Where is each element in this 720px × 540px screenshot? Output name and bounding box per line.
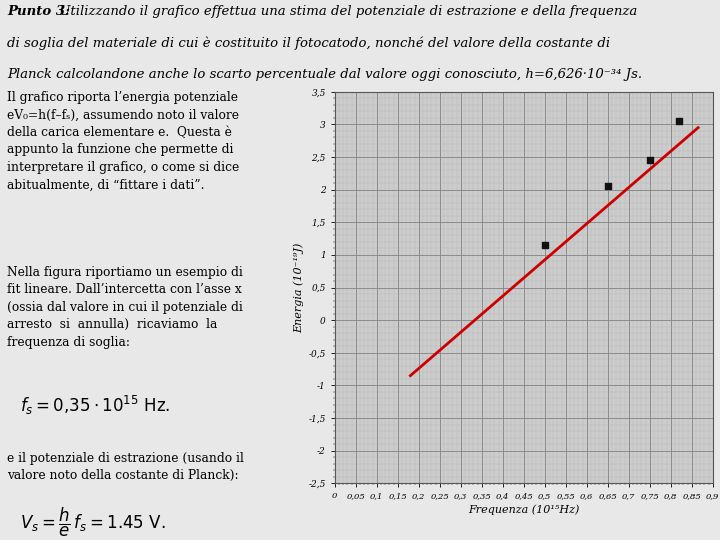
Text: $V_s = \dfrac{h}{e}\,f_s = 1.45\ \mathrm{V.}$: $V_s = \dfrac{h}{e}\,f_s = 1.45\ \mathrm… [20, 505, 166, 539]
Text: Il grafico riporta l’energia potenziale
eV₀=h(f–fₛ), assumendo noto il valore
de: Il grafico riporta l’energia potenziale … [7, 91, 240, 191]
Text: Punto 3:: Punto 3: [7, 5, 71, 18]
Y-axis label: Energia (10⁻¹⁹J): Energia (10⁻¹⁹J) [294, 242, 305, 333]
Point [602, 182, 613, 191]
Point [644, 156, 655, 165]
Point [539, 241, 551, 249]
Text: Utilizzando il grafico effettua una stima del potenziale di estrazione e della f: Utilizzando il grafico effettua una stim… [55, 5, 637, 18]
Text: $f_s = 0{,}35 \cdot 10^{15}\ \mathrm{Hz.}$: $f_s = 0{,}35 \cdot 10^{15}\ \mathrm{Hz.… [20, 394, 170, 416]
Text: di soglia del materiale di cui è costituito il fotocatodo, nonché del valore del: di soglia del materiale di cui è costitu… [7, 37, 611, 50]
Point [673, 117, 685, 125]
Text: Planck calcolandone anche lo scarto percentuale dal valore oggi conosciuto, h=6,: Planck calcolandone anche lo scarto perc… [7, 68, 642, 81]
X-axis label: Frequenza (10¹⁵Hz): Frequenza (10¹⁵Hz) [468, 504, 580, 515]
Text: Nella figura riportiamo un esempio di
fit lineare. Dall’intercetta con l’asse x
: Nella figura riportiamo un esempio di fi… [7, 266, 243, 349]
Text: e il potenziale di estrazione (usando il
valore noto della costante di Planck):: e il potenziale di estrazione (usando il… [7, 451, 244, 482]
